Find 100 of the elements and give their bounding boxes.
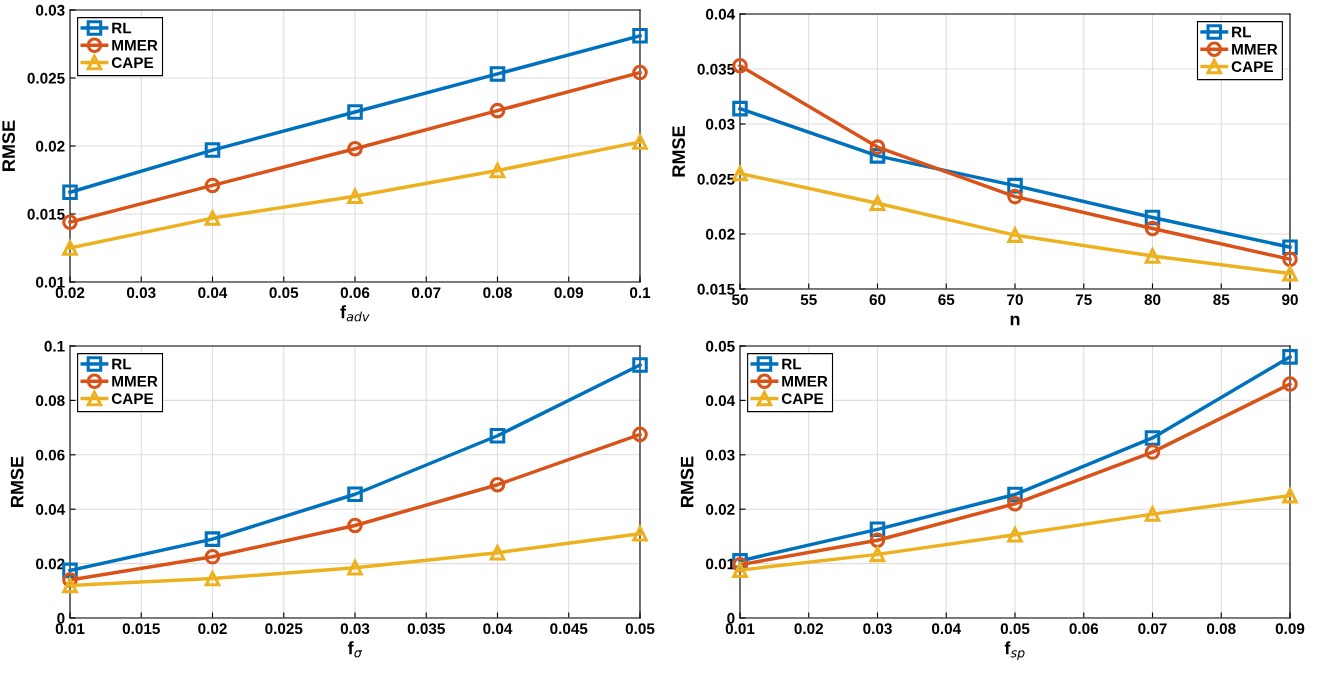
x-axis-title: f$_{σ}$ [347,641,363,658]
x-tick-label: 0.01 [55,623,85,635]
point [632,64,648,81]
y-tick-label: 0.06 [36,449,65,461]
point [1144,430,1161,446]
y-tick-label: 0.04 [36,504,66,515]
point [204,177,221,194]
x-tick-label: 0.06 [340,287,370,299]
point [62,240,78,256]
x-tick-label: 0.03 [863,623,892,635]
legend-label: MMER [1232,44,1278,55]
x-tick-label: 70 [1007,294,1023,306]
point [1007,227,1023,243]
point [1282,376,1298,392]
point [1144,248,1161,264]
y-tick-label: 0 [727,612,735,624]
legend-label: MMER [782,376,828,387]
x-axis-title: f$_{sp}$ [1004,641,1025,660]
y-axis-title: RMSE [680,456,694,507]
x-tick-label: 55 [800,294,817,306]
point [489,427,506,444]
point [204,570,221,587]
y-tick-label: 0.035 [697,63,735,75]
x-tick-label: 0.05 [269,287,299,299]
y-tick-label: 0.05 [706,340,735,352]
legend-label: RL [1232,26,1251,38]
x-tick-label: 0.02 [198,623,227,635]
point [347,486,363,503]
point [1144,444,1161,460]
x-tick-label: 50 [731,294,748,306]
y-tick-label: 0.03 [706,118,735,130]
y-tick-label: 0.015 [27,208,65,220]
y-tick-label: 0.025 [697,173,735,185]
x-tick-label: 0.015 [122,623,160,635]
y-tick-label: 0.025 [27,72,65,84]
point [204,142,221,158]
point [347,517,363,534]
point [632,525,648,542]
y-tick-label: 0 [57,612,65,624]
point [204,531,221,547]
point [347,559,363,576]
y-axis-title: RMSE [672,126,686,177]
point [489,66,506,82]
x-tick-label: 75 [1075,294,1092,306]
point [869,139,886,155]
x-tick-label: 0.02 [794,623,824,635]
point [869,195,886,211]
point [347,140,363,157]
point [1282,265,1298,282]
y-tick-label: 0.02 [36,140,65,152]
point [632,357,648,373]
x-tick-label: 0.025 [265,623,303,635]
point [489,102,506,119]
point [869,546,886,563]
legend-label: RL [782,358,802,370]
x-tick-label: 0.05 [625,623,655,635]
point [632,134,648,150]
x-tick-label: 90 [1282,294,1298,306]
x-tick-label: 0.1 [629,287,651,299]
y-tick-label: 0.1 [44,340,65,352]
x-tick-label: 0.08 [1206,623,1236,635]
y-tick-label: 0.02 [706,228,735,240]
y-tick-label: 0.02 [706,504,735,515]
point [1282,487,1298,504]
x-tick-label: 85 [1213,294,1230,306]
x-tick-label: 0.09 [554,287,584,299]
x-tick-label: 80 [1144,294,1161,306]
x-tick-label: 0.07 [1138,623,1167,635]
legend-label: CAPE [111,57,154,69]
y-axis-title: RMSE [2,120,16,171]
legend-label: MMER [112,376,158,387]
legend-label: MMER [112,40,158,51]
y-tick-label: 0.03 [36,4,65,16]
x-axis-title: f$_{adv}$ [340,305,370,322]
point [632,426,648,443]
legend-label: RL [112,358,132,370]
x-tick-label: 0.07 [411,287,441,299]
point [1282,349,1298,365]
x-tick-label: 0.03 [126,287,156,299]
point [489,476,506,493]
point [1144,506,1161,522]
y-tick-label: 0.03 [706,449,735,461]
y-axis-title: RMSE [10,456,24,507]
point [1282,251,1298,268]
x-tick-label: 0.09 [1275,623,1305,635]
x-tick-label: 0.01 [725,623,755,635]
x-tick-label: 0.04 [931,623,962,635]
x-tick-label: 0.06 [1069,623,1099,635]
y-tick-label: 0.04 [706,8,736,20]
point [1007,188,1023,205]
x-tick-label: 0.05 [1000,623,1030,635]
x-axis-title: n [1010,315,1020,326]
x-tick-label: 0.04 [198,287,228,299]
point [204,549,221,565]
legend-label: CAPE [111,393,154,405]
x-tick-label: 65 [938,294,955,306]
point [869,532,886,548]
point [347,104,363,120]
point [1007,495,1023,512]
x-tick-label: 60 [869,294,886,306]
